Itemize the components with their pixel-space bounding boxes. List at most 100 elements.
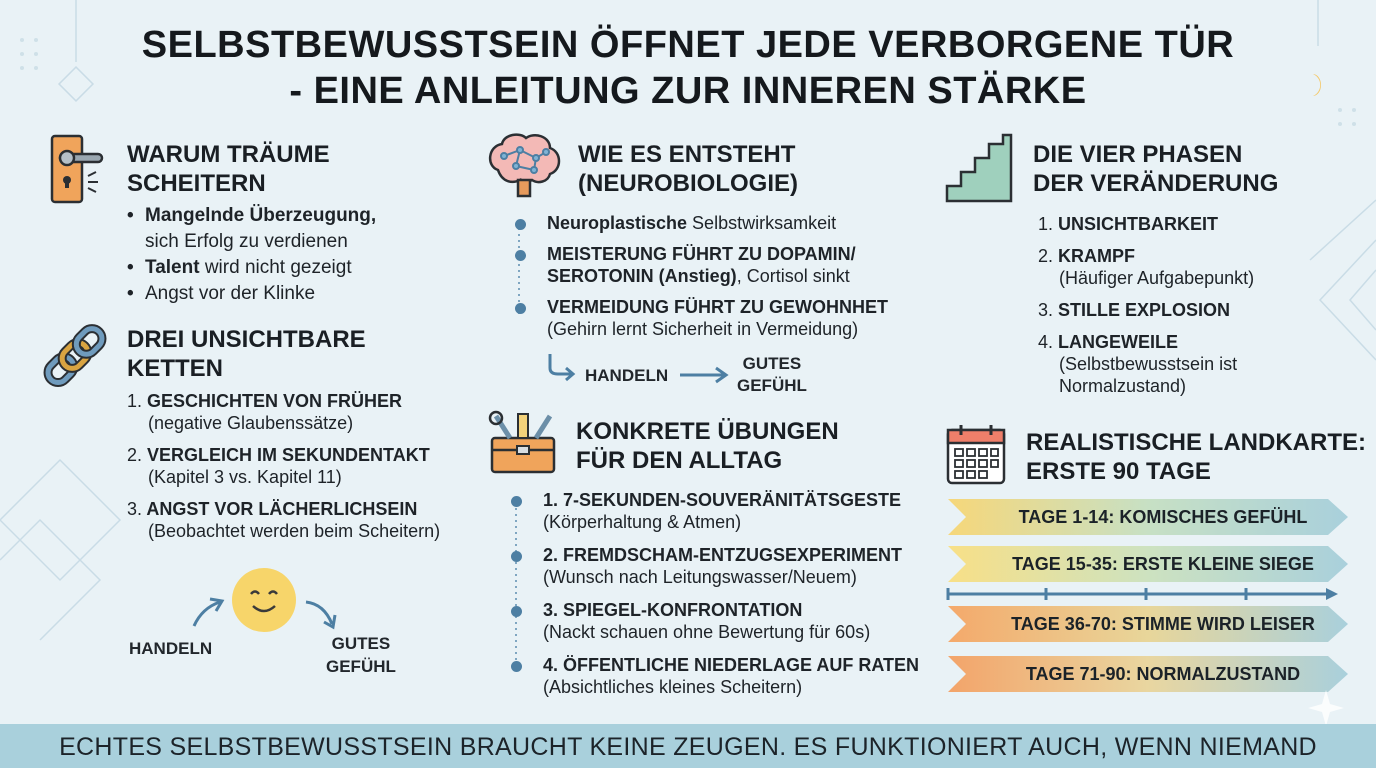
uebungen-item-1-title: 1. 7-SEKUNDEN-SOUVERÄNITÄTSGESTE — [543, 490, 902, 510]
list-item: MEISTERUNG FÜHRT ZU DOPAMIN/ SEROTONIN (… — [515, 243, 888, 287]
stairs-icon — [945, 133, 1013, 203]
warum-heading-line-2: SCHEITERN — [127, 170, 266, 197]
list-item: 4. LANGEWEILE (Selbstbewusstsein ist Nor… — [1038, 331, 1254, 397]
ketten-item-1-title: GESCHICHTEN VON FRÜHER — [147, 391, 403, 411]
warum-bullet-1-rest: sich Erfolg zu verdienen — [145, 231, 348, 252]
list-item: 1. GESCHICHTEN VON FRÜHER (negative Glau… — [127, 390, 440, 434]
curved-arrow-icon — [548, 354, 576, 382]
neuro-item-2-rest: , Cortisol sinkt — [736, 266, 850, 286]
uebungen-item-4-sub: (Absichtliches kleines Scheitern) — [543, 677, 803, 697]
warum-heading: WARUM TRÄUME SCHEITERN — [127, 140, 330, 198]
phasen-heading-line-1: DIE VIER PHASEN — [1033, 141, 1243, 168]
neuro-heading: WIE ES ENTSTEHT (NEUROBIOLOGIE) — [578, 140, 798, 198]
phasen-item-2-number: 2. — [1038, 246, 1054, 266]
phasen-heading-line-2: DER VERÄNDERUNG — [1033, 170, 1279, 197]
timeline-axis — [946, 588, 1338, 600]
landkarte-band-1-label: TAGE 1-14: KOMISCHES GEFÜHL — [1018, 507, 1308, 527]
neuro-item-3-line-1: VERMEIDUNG FÜHRT ZU GEWOHNHET — [547, 297, 888, 317]
ketten-item-1-sub: (negative Glaubenssätze) — [148, 413, 354, 433]
list-item: 1. UNSICHTBARKEIT — [1038, 213, 1254, 235]
warum-bullet-1-bold: Mangelnde Überzeugung, — [145, 205, 377, 226]
timeline-dot — [511, 551, 522, 562]
landkarte-heading-line-1: REALISTISCHE LANDKARTE: — [1026, 429, 1366, 456]
neuro-list: Neuroplastische Selbstwirksamkeit MEISTE… — [515, 212, 888, 340]
list-item: 2. KRAMPF (Häufiger Aufgabepunkt) — [1038, 245, 1254, 289]
list-item: Talent wird nicht gezeigt — [125, 255, 376, 281]
list-item: VERMEIDUNG FÜHRT ZU GEWOHNHET (Gehirn le… — [515, 296, 888, 340]
page-title: SELBSTBEWUSSTSEIN ÖFFNET JEDE VERBORGENE… — [0, 22, 1376, 114]
uebungen-item-1-sub: (Körperhaltung & Atmen) — [543, 512, 742, 532]
landkarte-heading: REALISTISCHE LANDKARTE: ERSTE 90 TAGE — [1026, 428, 1366, 486]
ketten-item-2-sub: (Kapitel 3 vs. Kapitel 11) — [148, 467, 342, 487]
list-item: 4. ÖFFENTLICHE NIEDERLAGE AUF RATEN (Abs… — [511, 654, 919, 709]
ketten-item-3-number: 3. — [127, 499, 143, 519]
neuro-item-1-rest: Selbstwirksamkeit — [687, 213, 837, 233]
list-item: 2. VERGLEICH IM SEKUNDENTAKT (Kapitel 3 … — [127, 444, 440, 488]
ketten-list: 1. GESCHICHTEN VON FRÜHER (negative Glau… — [127, 390, 440, 552]
ketten-item-2-title: VERGLEICH IM SEKUNDENTAKT — [147, 445, 430, 465]
toolbox-icon — [488, 410, 556, 474]
ketten-handeln-label: HANDELN — [129, 639, 213, 658]
phasen-item-2-sub: (Häufiger Aufgabepunkt) — [1059, 268, 1255, 288]
arrow-right-icon — [680, 366, 729, 384]
arrow-up-right-icon — [192, 597, 225, 627]
ketten-heading-line-2: KETTEN — [127, 355, 223, 382]
landkarte-band-3: TAGE 36-70: STIMME WIRD LEISER — [948, 606, 1348, 642]
landkarte-band-2: TAGE 15-35: ERSTE KLEINE SIEGE — [948, 546, 1348, 582]
uebungen-heading-line-1: KONKRETE ÜBUNGEN — [576, 418, 839, 445]
neuro-item-3-line-2: (Gehirn lernt Sicherheit in Vermeidung) — [547, 319, 859, 339]
neuro-gutes-line-1: GUTES — [742, 354, 802, 373]
phasen-item-4-title: LANGEWEILE — [1058, 332, 1179, 352]
ketten-heading-line-1: DREI UNSICHTBARE — [127, 326, 366, 353]
warum-heading-line-1: WARUM TRÄUME — [127, 141, 330, 168]
list-item: 1. 7-SEKUNDEN-SOUVERÄNITÄTSGESTE (Körper… — [511, 489, 919, 544]
timeline-dot — [515, 303, 526, 314]
arrow-down-right-icon — [305, 600, 337, 630]
title-line-2: - EINE ANLEITUNG ZUR INNEREN STÄRKE — [289, 70, 1087, 112]
phasen-item-4-sub: (Selbstbewusstsein ist — [1059, 354, 1238, 374]
phasen-item-3-title: STILLE EXPLOSION — [1058, 300, 1231, 320]
list-item: Angst vor der Klinke — [125, 281, 376, 307]
uebungen-item-3-title: 3. SPIEGEL-KONFRONTATION — [543, 600, 803, 620]
uebungen-timeline-line — [515, 502, 517, 666]
list-item: Mangelnde Überzeugung, sich Erfolg zu ve… — [125, 203, 376, 255]
timeline-dot — [511, 606, 522, 617]
phasen-item-4-sub-2: Normalzustand) — [1059, 376, 1187, 396]
list-item: 3. SPIEGEL-KONFRONTATION (Nackt schauen … — [511, 599, 919, 654]
uebungen-list: 1. 7-SEKUNDEN-SOUVERÄNITÄTSGESTE (Körper… — [511, 489, 919, 709]
uebungen-item-2-title: 2. FREMDSCHAM-ENTZUGSEXPERIMENT — [543, 545, 903, 565]
ketten-item-3-title: ANGST VOR LÄCHERLICHSEIN — [146, 499, 418, 519]
warum-bullet-2-rest: wird nicht gezeigt — [199, 257, 352, 278]
ketten-item-2-number: 2. — [127, 445, 143, 465]
smiley-face-icon — [232, 568, 296, 632]
neuro-heading-line-2: (NEUROBIOLOGIE) — [578, 170, 798, 197]
timeline-dot — [515, 219, 526, 230]
uebungen-heading-line-2: FÜR DEN ALLTAG — [576, 447, 783, 474]
ketten-gutes-gefuehl-label: GUTES GEFÜHL — [326, 632, 396, 678]
phasen-item-2-title: KRAMPF — [1058, 246, 1136, 266]
list-item: 3. ANGST VOR LÄCHERLICHSEIN (Beobachtet … — [127, 498, 440, 542]
landkarte-heading-line-2: ERSTE 90 TAGE — [1026, 458, 1211, 485]
ketten-gutes-line-2: GEFÜHL — [326, 657, 396, 676]
landkarte-band-1: TAGE 1-14: KOMISCHES GEFÜHL — [948, 499, 1348, 535]
door-handle-icon — [50, 134, 104, 204]
uebungen-item-3-sub: (Nackt schauen ohne Bewertung für 60s) — [543, 622, 871, 642]
phasen-item-1-title: UNSICHTBARKEIT — [1058, 214, 1219, 234]
neuro-handeln-label: HANDELN — [585, 366, 669, 385]
phasen-item-1-number: 1. — [1038, 214, 1054, 234]
phasen-item-4-number: 4. — [1038, 332, 1054, 352]
phasen-heading: DIE VIER PHASEN DER VERÄNDERUNG — [1033, 140, 1278, 198]
brain-icon — [489, 133, 561, 198]
phasen-item-3-number: 3. — [1038, 300, 1054, 320]
ketten-heading: DREI UNSICHTBARE KETTEN — [127, 325, 366, 383]
landkarte-band-3-label: TAGE 36-70: STIMME WIRD LEISER — [1011, 614, 1315, 634]
warum-bullet-3: Angst vor der Klinke — [145, 283, 316, 304]
footer-banner: ECHTES SELBSTBEWUSSTSEIN BRAUCHT KEINE Z… — [0, 724, 1376, 768]
neuro-heading-line-1: WIE ES ENTSTEHT — [578, 141, 796, 168]
list-item: 2. FREMDSCHAM-ENTZUGSEXPERIMENT (Wunsch … — [511, 544, 919, 599]
uebungen-heading: KONKRETE ÜBUNGEN FÜR DEN ALLTAG — [576, 417, 839, 475]
timeline-dot — [511, 661, 522, 672]
chain-icon — [43, 324, 107, 388]
landkarte-band-2-label: TAGE 15-35: ERSTE KLEINE SIEGE — [1012, 554, 1314, 574]
warum-bullet-2-bold: Talent — [145, 257, 200, 278]
